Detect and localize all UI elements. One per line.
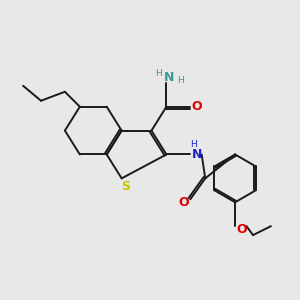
Text: H: H [190,140,197,149]
Text: S: S [122,180,130,193]
Text: H: H [155,69,161,78]
Text: O: O [178,196,189,209]
Text: O: O [236,223,247,236]
Text: N: N [192,148,202,161]
Text: H: H [177,76,184,85]
Text: N: N [164,71,174,84]
Text: O: O [192,100,202,113]
